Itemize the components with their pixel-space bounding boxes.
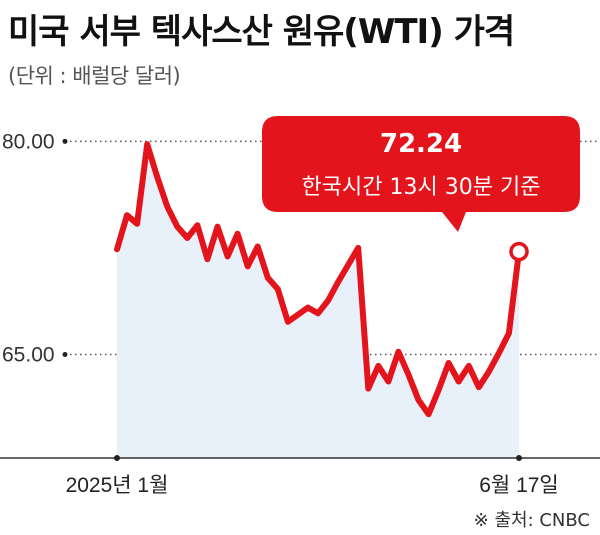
source-note: ※ 출처: CNBC	[473, 510, 590, 531]
x-tick-label-0: 2025년 1월	[66, 474, 169, 497]
y-axis-ticks: 80.00 65.00	[2, 130, 68, 367]
callout-value: 72.24	[380, 129, 462, 159]
y-tick-label-0: 80.00	[2, 130, 55, 153]
y-tick-label-1: 65.00	[2, 344, 55, 367]
callout-note: 한국시간 13시 30분 기준	[302, 175, 541, 200]
x-tick-label-1: 6월 17일	[479, 474, 559, 497]
series-area	[117, 144, 519, 458]
series-line	[114, 141, 522, 418]
x-tick-dot-1	[516, 455, 522, 461]
unit-note: (단위 : 배럴당 달러)	[8, 64, 181, 88]
x-tick-dot-0	[114, 455, 120, 461]
x-axis-ticks: 2025년 1월 6월 17일	[66, 455, 559, 497]
y-tick-dot-0	[62, 138, 68, 144]
latest-point-marker	[509, 241, 529, 262]
y-tick-dot-1	[62, 352, 68, 358]
callout-box	[262, 116, 580, 232]
chart-title: 미국 서부 텍사스산 원유(WTI) 가격	[8, 12, 515, 52]
latest-value-callout: 72.24 한국시간 13시 30분 기준	[262, 116, 580, 232]
